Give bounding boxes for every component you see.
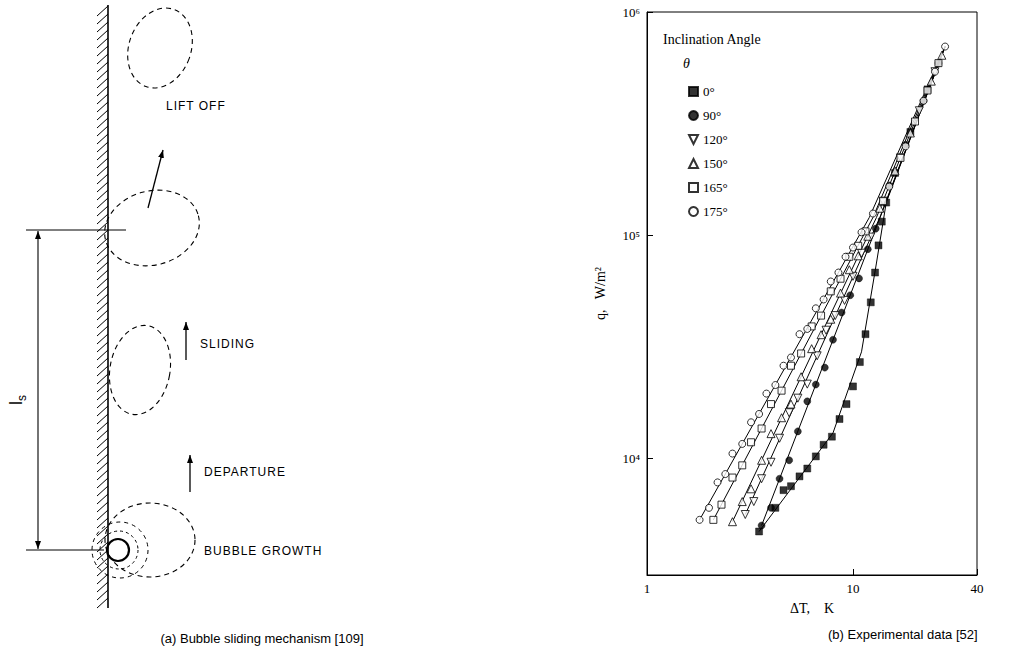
- svg-text:SLIDING: SLIDING: [200, 337, 255, 351]
- svg-text:q, W/m²: q, W/m²: [593, 267, 608, 320]
- svg-text:120°: 120°: [703, 132, 728, 147]
- svg-text:(a) Bubble sliding mechanism [: (a) Bubble sliding mechanism [109]: [160, 631, 363, 646]
- svg-text:90°: 90°: [703, 108, 721, 123]
- svg-text:DEPARTURE: DEPARTURE: [204, 465, 286, 479]
- svg-text:BUBBLE GROWTH: BUBBLE GROWTH: [204, 544, 322, 558]
- svg-text:150°: 150°: [703, 156, 728, 171]
- svg-text:ls: ls: [6, 395, 29, 405]
- svg-text:175°: 175°: [703, 204, 728, 219]
- svg-text:10⁶: 10⁶: [622, 5, 640, 20]
- svg-text:LIFT OFF: LIFT OFF: [166, 99, 226, 113]
- svg-text:ΔT, K: ΔT, K: [790, 601, 834, 616]
- svg-text:165°: 165°: [703, 180, 728, 195]
- svg-text:1: 1: [644, 581, 651, 596]
- svg-text:10: 10: [846, 581, 859, 596]
- svg-text:0°: 0°: [703, 84, 715, 99]
- svg-text:10⁴: 10⁴: [622, 451, 640, 466]
- svg-text:10⁵: 10⁵: [622, 228, 640, 243]
- svg-text:θ: θ: [683, 56, 690, 71]
- svg-text:40: 40: [971, 581, 984, 596]
- svg-text:Inclination Angle: Inclination Angle: [663, 32, 761, 47]
- svg-text:(b) Experimental data [52]: (b) Experimental data [52]: [828, 627, 978, 642]
